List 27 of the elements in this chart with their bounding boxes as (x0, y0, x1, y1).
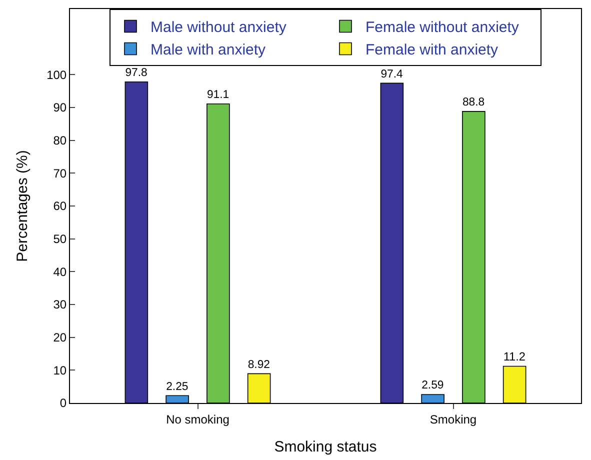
data-label: 2.59 (422, 380, 444, 392)
y-tick-label: 50 (53, 232, 67, 246)
y-tick-label: 20 (53, 330, 67, 345)
y-tick-label: 90 (53, 100, 67, 115)
legend-label: Female with anxiety (366, 42, 499, 59)
data-label: 88.8 (462, 96, 485, 109)
data-label: 97.8 (125, 67, 148, 80)
y-tick-label: 40 (53, 264, 67, 279)
y-tick-label: 0 (60, 396, 67, 410)
y-tick-label: 30 (53, 298, 67, 312)
data-label: 97.4 (380, 68, 403, 80)
x-axis-title: Smoking status (274, 438, 377, 456)
data-label: 2.25 (166, 380, 188, 393)
x-tick-label: No smoking (166, 412, 230, 426)
legend-label: Female without anxiety (366, 19, 520, 36)
data-label: 11.2 (503, 349, 526, 364)
y-tick-label: 80 (53, 134, 67, 148)
y-tick-label: 10 (53, 363, 67, 378)
x-tick-label: Smoking (430, 412, 477, 426)
legend-label: Male without anxiety (150, 19, 287, 36)
y-tick-label: 100 (46, 68, 67, 82)
y-tick-label: 60 (53, 199, 67, 214)
legend-label: Male with anxiety (150, 42, 266, 59)
y-tick-label: 70 (53, 166, 67, 180)
data-label: 8.92 (248, 358, 270, 371)
y-axis-title: Percentages (%) (14, 150, 31, 262)
data-label: 91.1 (206, 89, 230, 102)
